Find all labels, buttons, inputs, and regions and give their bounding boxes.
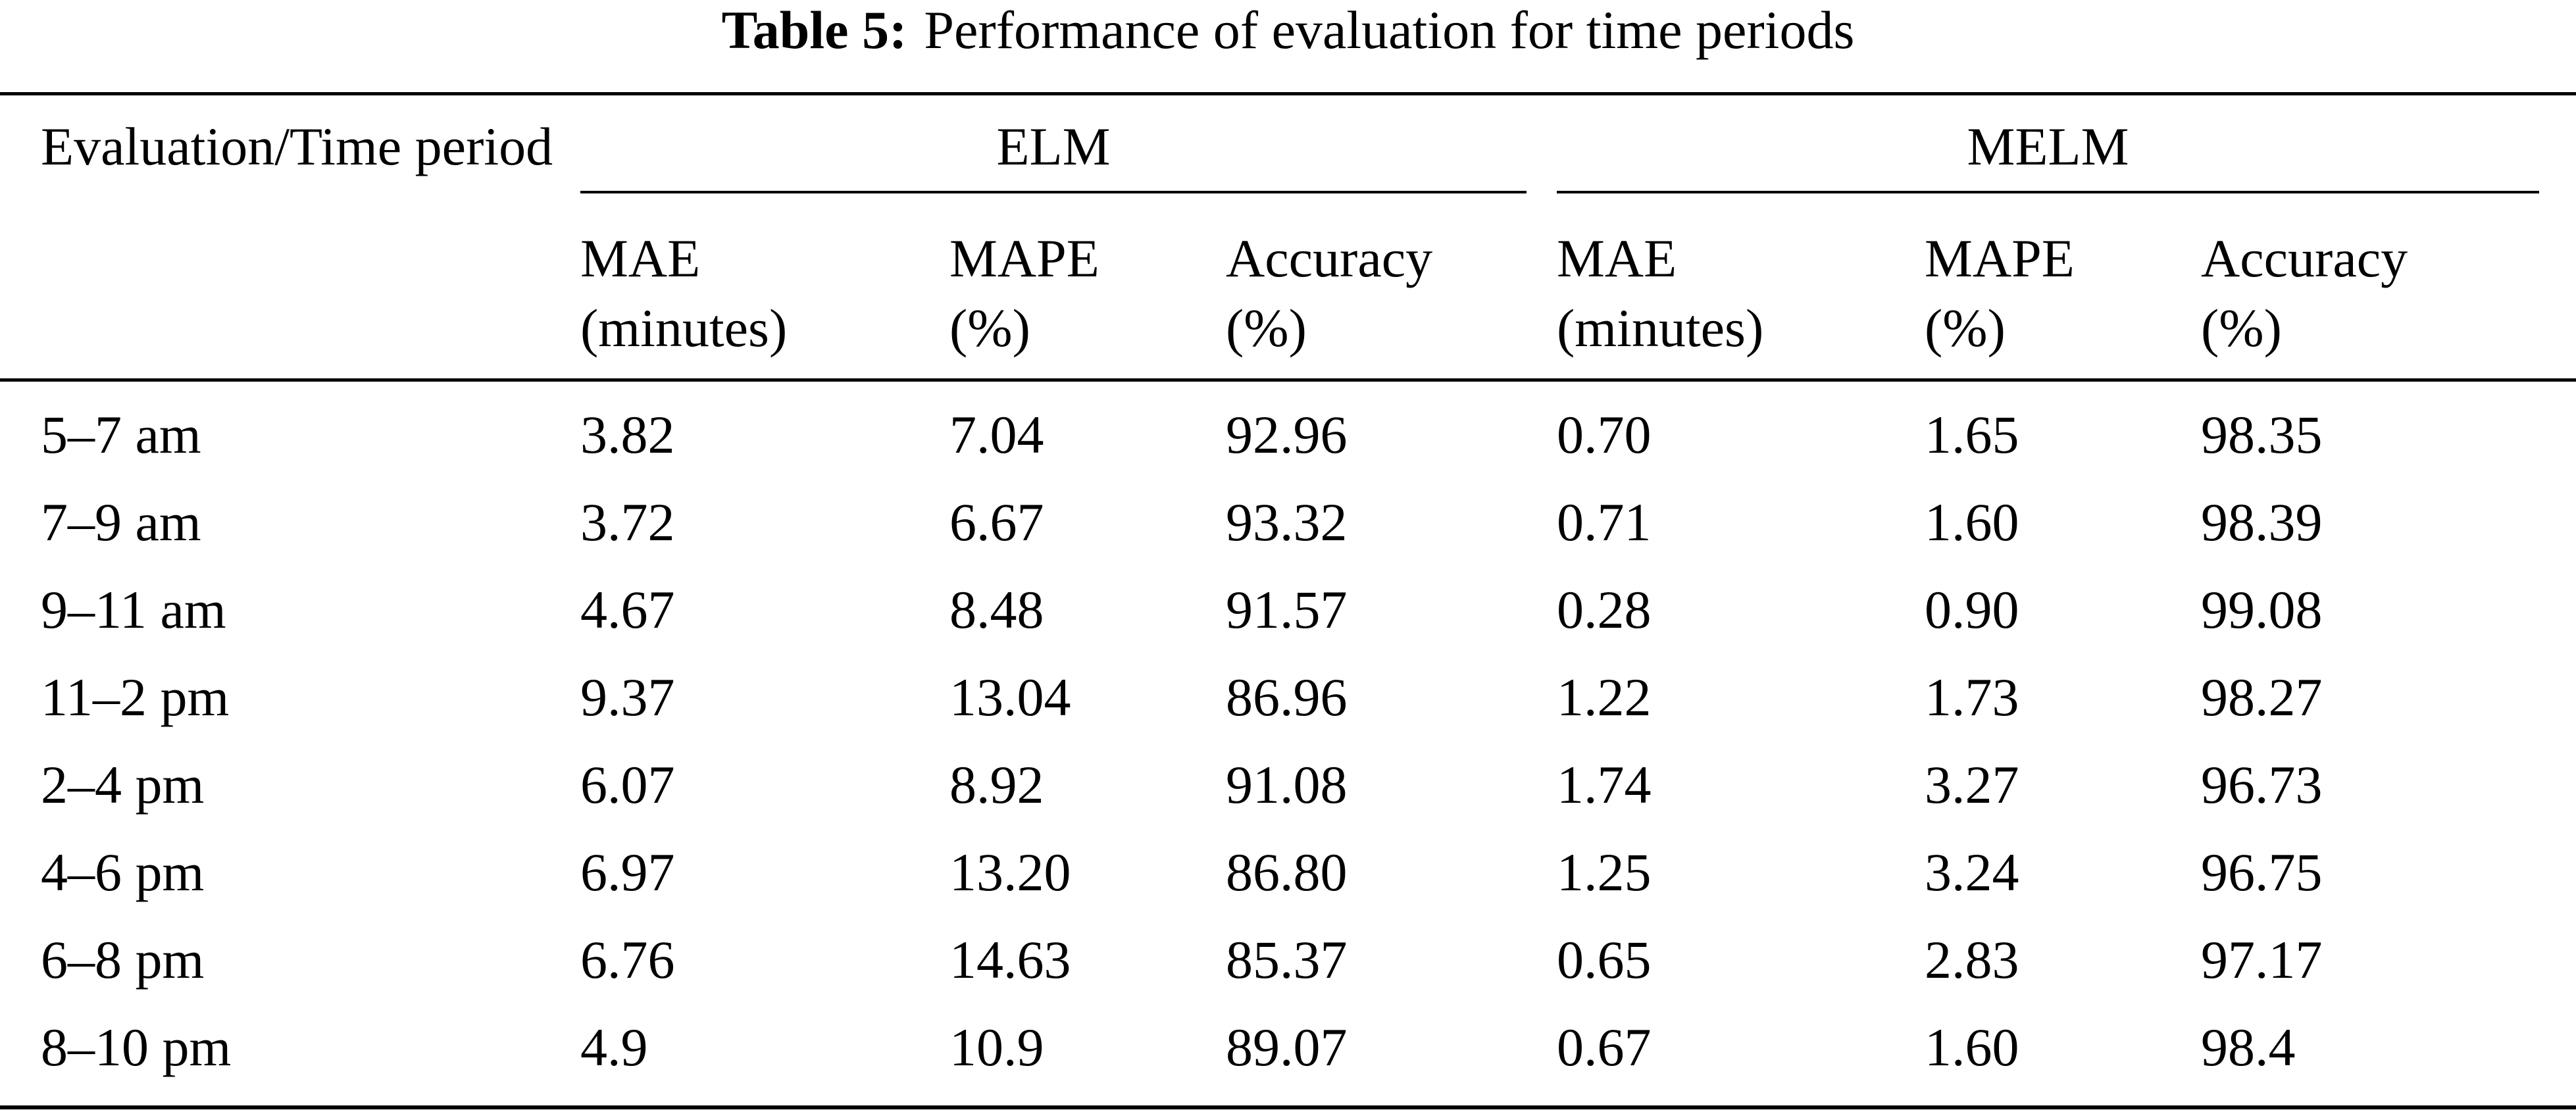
melm-mae-cell: 1.74	[1557, 755, 1652, 815]
melm-mae-cell: 1.25	[1557, 842, 1652, 902]
elm-mae-cell: 4.9	[580, 1017, 648, 1077]
group-header-melm: MELM	[1967, 116, 2129, 176]
melm-mape-cell: 1.73	[1925, 667, 2019, 727]
elm-accuracy-cell: 92.96	[1226, 405, 1348, 465]
period-cell: 9–11 am	[41, 580, 226, 640]
elm-mae-cell: 4.67	[580, 580, 675, 640]
elm-mae-cell: 9.37	[580, 667, 675, 727]
elm-mae-cell: 6.97	[580, 842, 675, 902]
elm-accuracy-cell: 86.80	[1226, 842, 1348, 902]
elm-mape-cell: 8.48	[949, 580, 1044, 640]
period-cell: 8–10 pm	[41, 1017, 232, 1077]
elm-mae-cell: 6.07	[580, 755, 675, 815]
elm-mape-cell: 10.9	[949, 1017, 1044, 1077]
melm-accuracy-cell: 96.73	[2201, 755, 2323, 815]
stub-header: Evaluation/Time period	[41, 116, 553, 176]
melm-accuracy-cell: 97.17	[2201, 930, 2323, 990]
melm-accuracy-cell: 98.35	[2201, 405, 2323, 465]
melm-mape-cell: 3.27	[1925, 755, 2019, 815]
melm-accuracy-cell: 98.27	[2201, 667, 2323, 727]
col-header-elm-mae: MAE (minutes)	[580, 228, 788, 358]
period-cell: 11–2 pm	[41, 667, 230, 727]
elm-mae-cell: 3.72	[580, 492, 675, 552]
col-header-elm-accuracy: Accuracy (%)	[1226, 228, 1433, 358]
group-header-elm: ELM	[996, 116, 1111, 176]
table-row: 8–10 pm 4.9 10.9 89.07 0.67 1.60 98.4	[0, 1006, 2576, 1094]
melm-mae-cell: 0.70	[1557, 405, 1652, 465]
table-row: 2–4 pm 6.07 8.92 91.08 1.74 3.27 96.73	[0, 744, 2576, 831]
elm-accuracy-cell: 89.07	[1226, 1017, 1348, 1077]
table-row: 4–6 pm 6.97 13.20 86.80 1.25 3.24 96.75	[0, 831, 2576, 919]
melm-mae-cell: 0.71	[1557, 492, 1652, 552]
col-header-melm-mae: MAE (minutes)	[1557, 228, 1764, 358]
table-row: 11–2 pm 9.37 13.04 86.96 1.22 1.73 98.27	[0, 656, 2576, 744]
group-rule-elm	[580, 191, 1527, 193]
elm-mae-cell: 3.82	[580, 405, 675, 465]
col-header-melm-accuracy: Accuracy (%)	[2201, 228, 2408, 358]
header-rule	[0, 378, 2576, 382]
melm-mape-cell: 2.83	[1925, 930, 2019, 990]
elm-mape-cell: 13.04	[949, 667, 1071, 727]
top-rule	[0, 92, 2576, 95]
table-row: 6–8 pm 6.76 14.63 85.37 0.65 2.83 97.17	[0, 919, 2576, 1006]
elm-accuracy-cell: 91.08	[1226, 755, 1348, 815]
melm-accuracy-cell: 96.75	[2201, 842, 2323, 902]
table-row: 9–11 am 4.67 8.48 91.57 0.28 0.90 99.08	[0, 569, 2576, 656]
bottom-rule	[0, 1105, 2576, 1109]
elm-mape-cell: 8.92	[949, 755, 1044, 815]
elm-mape-cell: 14.63	[949, 930, 1071, 990]
period-cell: 4–6 pm	[41, 842, 205, 902]
elm-mae-cell: 6.76	[580, 930, 675, 990]
elm-accuracy-cell: 93.32	[1226, 492, 1348, 552]
col-header-melm-mape: MAPE (%)	[1925, 228, 2075, 358]
melm-accuracy-cell: 99.08	[2201, 580, 2323, 640]
melm-mape-cell: 1.60	[1925, 492, 2019, 552]
elm-accuracy-cell: 91.57	[1226, 580, 1348, 640]
melm-accuracy-cell: 98.4	[2201, 1017, 2296, 1077]
table-caption-text: Performance of evaluation for time perio…	[924, 0, 1855, 60]
melm-mape-cell: 1.60	[1925, 1017, 2019, 1077]
melm-mape-cell: 1.65	[1925, 405, 2019, 465]
elm-mape-cell: 6.67	[949, 492, 1044, 552]
elm-accuracy-cell: 85.37	[1226, 930, 1348, 990]
melm-mape-cell: 0.90	[1925, 580, 2019, 640]
melm-accuracy-cell: 98.39	[2201, 492, 2323, 552]
melm-mape-cell: 3.24	[1925, 842, 2019, 902]
table-row: 7–9 am 3.72 6.67 93.32 0.71 1.60 98.39	[0, 481, 2576, 569]
period-cell: 5–7 am	[41, 405, 201, 465]
period-cell: 7–9 am	[41, 492, 201, 552]
melm-mae-cell: 0.67	[1557, 1017, 1652, 1077]
melm-mae-cell: 0.65	[1557, 930, 1652, 990]
elm-mape-cell: 13.20	[949, 842, 1071, 902]
period-cell: 2–4 pm	[41, 755, 205, 815]
melm-mae-cell: 1.22	[1557, 667, 1652, 727]
table-caption-label: Table 5:	[721, 0, 907, 60]
table-caption: Table 5: Performance of evaluation for ti…	[0, 0, 2576, 61]
elm-mape-cell: 7.04	[949, 405, 1044, 465]
melm-mae-cell: 0.28	[1557, 580, 1652, 640]
elm-accuracy-cell: 86.96	[1226, 667, 1348, 727]
table-row: 5–7 am 3.82 7.04 92.96 0.70 1.65 98.35	[0, 393, 2576, 481]
group-rule-melm	[1557, 191, 2539, 193]
col-header-elm-mape: MAPE (%)	[949, 228, 1099, 358]
period-cell: 6–8 pm	[41, 930, 205, 990]
